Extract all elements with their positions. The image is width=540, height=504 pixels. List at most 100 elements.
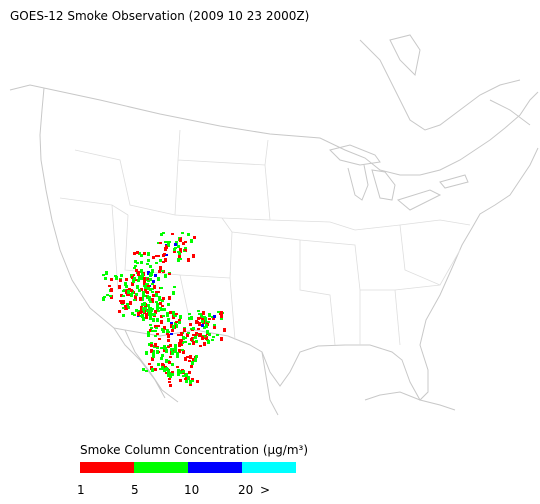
smoke-pixel bbox=[190, 338, 193, 341]
smoke-pixel bbox=[134, 296, 137, 298]
smoke-pixel bbox=[201, 324, 204, 327]
smoke-pixel bbox=[169, 384, 172, 387]
smoke-pixel bbox=[156, 303, 159, 307]
smoke-pixel bbox=[133, 267, 136, 269]
smoke-pixel bbox=[167, 243, 170, 246]
smoke-pixel bbox=[220, 315, 223, 319]
smoke-pixel bbox=[173, 250, 176, 253]
smoke-pixel bbox=[167, 334, 170, 338]
smoke-pixel bbox=[143, 277, 146, 281]
smoke-pixel bbox=[162, 261, 165, 263]
smoke-pixel bbox=[137, 271, 140, 273]
smoke-pixel bbox=[212, 336, 215, 338]
smoke-pixel bbox=[148, 309, 151, 313]
smoke-pixel bbox=[151, 357, 154, 361]
colorbar-label: > bbox=[260, 483, 270, 497]
smoke-pixel bbox=[148, 297, 151, 301]
smoke-pixel bbox=[200, 313, 203, 316]
smoke-pixel bbox=[167, 370, 170, 374]
smoke-pixel bbox=[204, 320, 207, 324]
smoke-pixel bbox=[168, 296, 171, 300]
smoke-pixel bbox=[148, 343, 151, 346]
smoke-pixel bbox=[173, 248, 176, 251]
smoke-pixel bbox=[146, 297, 149, 299]
smoke-pixel bbox=[157, 325, 160, 327]
smoke-pixel bbox=[179, 339, 182, 341]
smoke-pixel bbox=[193, 236, 196, 239]
smoke-pixel bbox=[165, 367, 168, 370]
colorbar-label: 5 bbox=[131, 483, 139, 497]
smoke-pixel bbox=[160, 357, 163, 360]
smoke-pixel bbox=[170, 324, 173, 328]
smoke-pixel bbox=[171, 233, 174, 235]
smoke-pixel bbox=[154, 310, 157, 314]
smoke-pixel bbox=[169, 311, 172, 314]
mexico bbox=[113, 327, 456, 416]
smoke-pixel bbox=[189, 355, 192, 359]
smoke-pixel bbox=[191, 379, 194, 382]
smoke-pixel bbox=[211, 316, 214, 318]
smoke-pixel bbox=[187, 233, 190, 236]
smoke-pixel bbox=[211, 339, 214, 341]
smoke-pixel bbox=[190, 316, 193, 320]
smoke-pixel bbox=[108, 285, 111, 287]
title: GOES-12 Smoke Observation (2009 10 23 20… bbox=[10, 9, 309, 23]
smoke-pixel bbox=[115, 276, 118, 280]
smoke-pixel bbox=[134, 260, 137, 263]
smoke-pixel bbox=[163, 326, 166, 330]
smoke-pixel bbox=[176, 354, 179, 358]
smoke-pixel bbox=[123, 289, 126, 291]
colorbar-segment bbox=[188, 462, 242, 473]
colorbar-label: 20 bbox=[238, 483, 253, 497]
smoke-pixel bbox=[181, 341, 184, 344]
colorbar-label: 1 bbox=[77, 483, 85, 497]
smoke-pixel bbox=[110, 278, 113, 281]
smoke-pixel bbox=[206, 330, 209, 334]
smoke-pixel bbox=[155, 291, 158, 294]
smoke-pixel bbox=[180, 371, 183, 374]
smoke-pixel bbox=[145, 370, 148, 372]
smoke-pixel bbox=[178, 349, 181, 353]
smoke-pixels bbox=[102, 232, 226, 387]
smoke-pixel bbox=[148, 363, 151, 365]
smoke-pixel bbox=[183, 328, 186, 332]
smoke-pixel bbox=[177, 334, 180, 336]
smoke-pixel bbox=[140, 278, 143, 280]
smoke-pixel bbox=[170, 322, 173, 324]
smoke-pixel bbox=[174, 315, 177, 317]
smoke-pixel bbox=[147, 304, 150, 307]
smoke-pixel bbox=[142, 307, 145, 311]
smoke-pixel bbox=[118, 285, 121, 289]
smoke-pixel bbox=[122, 295, 125, 297]
smoke-pixel bbox=[189, 323, 192, 326]
smoke-pixel bbox=[122, 300, 125, 304]
smoke-pixel bbox=[155, 327, 158, 329]
smoke-pixel bbox=[170, 348, 173, 351]
smoke-pixel bbox=[160, 287, 163, 289]
smoke-pixel bbox=[184, 337, 187, 339]
smoke-pixel bbox=[164, 258, 167, 262]
smoke-pixel bbox=[171, 351, 174, 355]
smoke-pixel bbox=[147, 285, 150, 287]
smoke-pixel bbox=[162, 297, 165, 300]
smoke-pixel bbox=[151, 283, 154, 285]
smoke-pixel bbox=[145, 313, 148, 317]
smoke-pixel bbox=[104, 277, 107, 280]
smoke-pixel bbox=[150, 343, 153, 347]
smoke-pixel bbox=[202, 311, 205, 315]
canada-border bbox=[43, 87, 539, 176]
smoke-pixel bbox=[159, 302, 162, 305]
smoke-pixel bbox=[146, 310, 149, 312]
smoke-pixel bbox=[102, 274, 105, 276]
smoke-pixel bbox=[179, 315, 182, 319]
smoke-pixel bbox=[135, 309, 138, 312]
smoke-pixel bbox=[198, 313, 201, 315]
smoke-pixel bbox=[213, 315, 216, 318]
smoke-pixel bbox=[194, 358, 197, 362]
smoke-pixel bbox=[182, 350, 185, 354]
smoke-pixel bbox=[106, 294, 109, 296]
smoke-pixel bbox=[223, 328, 226, 332]
smoke-pixel bbox=[192, 327, 195, 330]
smoke-pixel bbox=[158, 338, 161, 340]
smoke-pixel bbox=[131, 312, 134, 315]
